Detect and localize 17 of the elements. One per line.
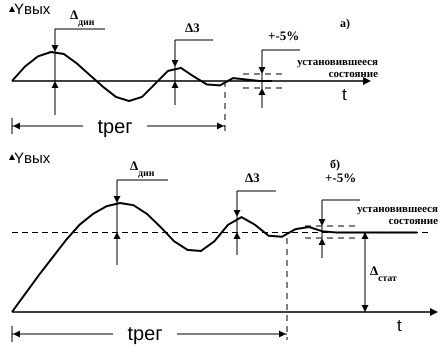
x-axis-title: t bbox=[342, 85, 347, 104]
text: tрег bbox=[97, 116, 133, 138]
text: Δ3 bbox=[245, 170, 260, 185]
text: Δ3 bbox=[185, 20, 200, 35]
annotation: установившееся состояние bbox=[297, 56, 378, 80]
chart-title: а) bbox=[340, 16, 350, 30]
x-axis-title: t bbox=[397, 316, 402, 335]
y-axis-title: Yвых bbox=[14, 150, 51, 167]
text: Δ$_{дин}$ bbox=[70, 7, 95, 28]
text: +-5% bbox=[325, 170, 356, 185]
chart-title: б) bbox=[330, 157, 340, 171]
annotation: Δ$_{стат}$ bbox=[370, 263, 398, 284]
text: tрег bbox=[127, 323, 163, 345]
y-axis-title: Yвых bbox=[14, 1, 51, 18]
text: +-5% bbox=[268, 28, 300, 43]
text: Δ$_{дин}$ bbox=[130, 158, 155, 178]
annotation: установившееся состояние bbox=[357, 203, 438, 227]
